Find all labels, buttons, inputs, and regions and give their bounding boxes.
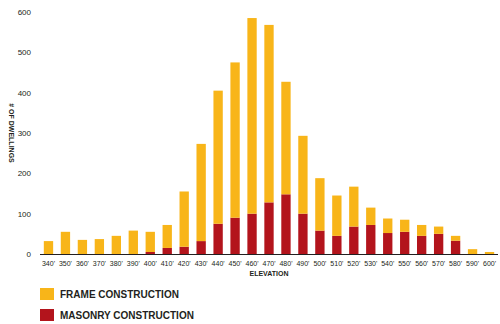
bar — [451, 241, 460, 254]
bar — [332, 236, 341, 254]
x-tick-label: 390' — [127, 260, 140, 267]
x-tick-label: 340' — [42, 260, 55, 267]
y-tick-label: 300 — [18, 129, 32, 138]
chart: 0 100 200 300 400 500 600 340' 350' 360' 370' 380' 3… — [0, 0, 500, 324]
bar — [213, 224, 222, 254]
bar — [400, 232, 409, 254]
bar — [95, 239, 104, 254]
x-tick-label: 550' — [398, 260, 411, 267]
bar — [383, 219, 392, 234]
x-tick-label: 510' — [330, 260, 343, 267]
x-tick-label: 440' — [212, 260, 225, 267]
bar — [281, 194, 290, 254]
legend-label: MASONRY CONSTRUCTION — [60, 310, 194, 321]
x-tick-label: 600' — [483, 260, 496, 267]
x-tick-label: 410' — [161, 260, 174, 267]
x-tick-label: 590' — [466, 260, 479, 267]
bar — [213, 91, 222, 224]
bars — [44, 18, 494, 254]
bar — [434, 234, 443, 254]
bar — [180, 247, 189, 254]
x-tick-label: 450' — [229, 260, 242, 267]
bar — [434, 227, 443, 234]
bar — [315, 231, 324, 254]
x-tick-label: 560' — [415, 260, 428, 267]
bar — [332, 196, 341, 236]
bar — [264, 25, 273, 202]
y-tick-label: 400 — [18, 89, 32, 98]
bar — [230, 218, 239, 254]
bar — [163, 248, 172, 254]
x-tick-label: 350' — [59, 260, 72, 267]
y-tick-label: 0 — [27, 250, 32, 259]
x-tick-label: 460' — [246, 260, 259, 267]
bar — [281, 82, 290, 195]
bar — [146, 252, 155, 254]
bar — [366, 208, 375, 225]
bar — [163, 225, 172, 248]
legend-label: FRAME CONSTRUCTION — [60, 289, 179, 300]
bar — [247, 214, 256, 254]
y-tick-label: 600 — [18, 8, 32, 17]
x-tick-label: 470' — [262, 260, 275, 267]
bar — [298, 214, 307, 254]
x-tick-label: 520' — [347, 260, 360, 267]
x-tick-label: 580' — [449, 260, 462, 267]
x-tick-label: 530' — [364, 260, 377, 267]
x-tick-label: 380' — [110, 260, 123, 267]
bar — [196, 241, 205, 254]
y-axis-title: # OF DWELLINGS — [8, 103, 15, 163]
legend-swatch — [40, 309, 54, 321]
bar — [230, 62, 239, 217]
bar — [61, 232, 70, 254]
bar — [44, 241, 53, 254]
bar — [383, 233, 392, 254]
bar — [485, 252, 494, 254]
x-tick-label: 570' — [432, 260, 445, 267]
bar — [146, 232, 155, 252]
bar — [366, 225, 375, 254]
x-axis-line — [40, 254, 498, 255]
bar — [196, 144, 205, 241]
y-tick-label: 200 — [18, 169, 32, 178]
bar — [468, 249, 477, 254]
x-tick-label: 430' — [195, 260, 208, 267]
legend-swatch — [40, 288, 54, 300]
bar — [112, 236, 121, 254]
bar — [417, 236, 426, 254]
x-tick-label: 480' — [279, 260, 292, 267]
bar — [315, 178, 324, 230]
bar — [78, 240, 87, 254]
x-tick-label: 370' — [93, 260, 106, 267]
bar — [349, 187, 358, 227]
x-tick-label: 500' — [313, 260, 326, 267]
bar — [417, 225, 426, 236]
bar — [129, 231, 138, 254]
x-tick-label: 420' — [178, 260, 191, 267]
bar — [264, 202, 273, 254]
x-tick-label: 540' — [381, 260, 394, 267]
x-axis-title: ELEVATION — [249, 270, 288, 277]
bar — [180, 191, 189, 246]
x-tick-label: 490' — [296, 260, 309, 267]
x-tick-label: 360' — [76, 260, 89, 267]
chart-root: 0 100 200 300 400 500 600 340' 350' 360' 370' 380' 3… — [0, 0, 500, 324]
x-tick-label: 400' — [144, 260, 157, 267]
bar — [247, 18, 256, 214]
y-tick-label: 100 — [18, 210, 32, 219]
bar — [400, 220, 409, 232]
bar — [349, 227, 358, 254]
bar — [451, 236, 460, 241]
bar — [298, 136, 307, 214]
y-tick-label: 500 — [18, 48, 32, 57]
